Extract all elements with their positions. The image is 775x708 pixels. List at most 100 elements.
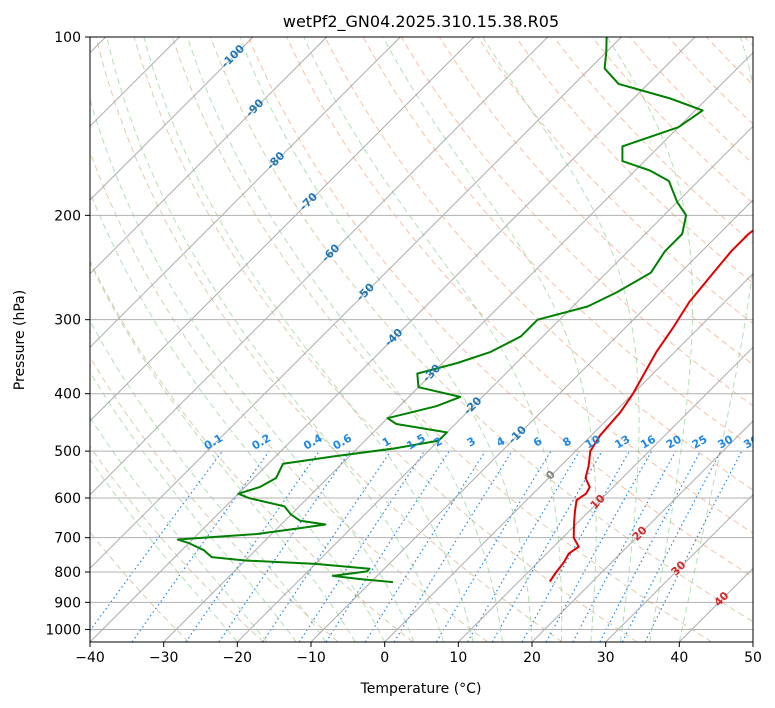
moist-adiabat-line: [187, 37, 503, 642]
y-axis-ticks: 100 200 300 400 500 600 700 800 900 1000: [45, 30, 90, 638]
plot-frame: [89, 36, 754, 643]
y-tick-label: 100: [54, 30, 81, 46]
isotherm-line: [163, 51, 753, 642]
moist-adiabat-line: [678, 37, 753, 642]
isotherm-line: [678, 567, 753, 642]
y-axis-label: Pressure (hPa): [12, 290, 28, 390]
dry-adiabat-line: [90, 259, 414, 642]
mixing-ratio-line: [325, 450, 450, 642]
x-tick-label: 10: [449, 650, 467, 666]
mixing-ratio-line: [218, 450, 351, 642]
dry-adiabat-line: [515, 37, 753, 284]
moist-adiabat-line: [90, 370, 297, 642]
dry-adiabat-line: [286, 37, 753, 534]
mixing-ratio-line: [599, 450, 702, 642]
isotherm-label: -80: [264, 149, 287, 172]
moist-adiabat-line: [606, 37, 694, 642]
x-tick-label: −20: [223, 650, 253, 666]
x-tick-label: −10: [296, 650, 326, 666]
mixing-ratio-label: 3: [465, 435, 478, 450]
dry-adiabat-line: [248, 37, 753, 578]
isotherm-line: [310, 199, 753, 642]
isotherm-line: [236, 125, 753, 642]
dry-adiabat-line: [706, 37, 753, 86]
mixing-ratio-label: 0.2: [250, 432, 273, 453]
mixing-ratio-label: 8: [560, 435, 573, 450]
y-tick-label: 200: [54, 208, 81, 224]
x-tick-label: 50: [744, 650, 762, 666]
isotherm-line: [90, 37, 328, 275]
dry-adiabat-line: [438, 37, 753, 366]
isotherm-line: [531, 420, 753, 642]
dry-adiabat-line: [210, 37, 753, 623]
mixing-ratio-label: 36: [741, 432, 761, 451]
dry-adiabat-line: [90, 150, 488, 642]
dry-adiabat-line: [171, 37, 712, 642]
y-tick-label: 300: [54, 313, 81, 329]
isotherm-line: [90, 37, 622, 570]
mixing-ratio-line: [466, 450, 580, 642]
dry-adiabat-line: [90, 531, 190, 642]
y-tick-label: 1000: [45, 622, 81, 638]
isotherm-line: [90, 37, 696, 642]
moist-adiabat-line: [382, 37, 597, 642]
isotherm-label: 0: [543, 468, 558, 483]
chart-title: wetPf2_GN04.2025.310.15.38.R05: [283, 12, 559, 32]
y-tick-label: 500: [54, 444, 81, 460]
moist-adiabat-line: [303, 37, 563, 642]
x-tick-label: 0: [380, 650, 389, 666]
isotherm-line: [457, 346, 753, 642]
x-tick-label: −30: [149, 650, 179, 666]
isotherm-line: [90, 37, 254, 201]
x-tick-label: −40: [75, 650, 105, 666]
x-tick-label: 30: [597, 650, 615, 666]
profile-line: [548, 229, 753, 583]
isotherm-line: [384, 272, 753, 642]
isotherm-line: [752, 641, 753, 642]
dry-adiabat-line: [90, 445, 264, 642]
mixing-ratio-label: 0.1: [202, 432, 225, 453]
dry-adiabat-line: [668, 37, 753, 125]
mixing-ratio-label: 25: [690, 433, 710, 452]
isotherm-label: -20: [461, 394, 484, 417]
mixing-ratio-label: 0.6: [331, 431, 355, 452]
mixing-ratio-line: [545, 450, 653, 642]
x-tick-label: 20: [523, 650, 541, 666]
mixing-ratio-line: [185, 450, 320, 642]
background-grid: [90, 37, 753, 642]
moist-adiabat-line: [239, 37, 533, 642]
mixing-ratio-line: [644, 450, 743, 642]
moist-adiabat-line: [90, 261, 356, 642]
dry-adiabat-line: [133, 37, 638, 642]
mixing-ratio-label: 13: [612, 433, 632, 452]
moist-adiabat-line: [90, 320, 327, 642]
mixing-ratio-line: [364, 450, 486, 642]
isotherm-line: [90, 37, 475, 422]
x-tick-label: 40: [670, 650, 688, 666]
y-tick-label: 400: [54, 387, 81, 403]
y-tick-label: 700: [54, 531, 81, 547]
profile-line: [176, 37, 704, 584]
mixing-ratio-line: [262, 450, 392, 642]
mixing-ratio-line: [131, 450, 270, 642]
mixing-ratio-line: [435, 450, 552, 642]
dry-adiabat-line: [95, 37, 563, 642]
x-axis-ticks: −40 −30 −20 −10 0 10 20 30 40 50: [75, 642, 762, 666]
moist-adiabat-line: [90, 190, 386, 642]
moist-adiabat-line: [90, 416, 268, 642]
mixing-ratio-line: [90, 450, 223, 632]
dry-adiabat-line: [90, 356, 339, 642]
moist-adiabat-line: [143, 37, 474, 642]
isotherm-label: -90: [243, 96, 266, 119]
isotherm-line: [90, 37, 401, 349]
moist-adiabat-line: [106, 37, 445, 642]
x-axis-label: Temperature (°C): [360, 681, 482, 697]
y-tick-label: 800: [54, 565, 81, 581]
y-tick-label: 600: [54, 491, 81, 507]
y-tick-label: 900: [54, 595, 81, 611]
mixing-ratio-line: [572, 450, 677, 642]
profile-series: [176, 37, 753, 584]
mixing-ratio-label: 30: [716, 432, 736, 451]
dry-adiabat-line: [324, 37, 753, 491]
